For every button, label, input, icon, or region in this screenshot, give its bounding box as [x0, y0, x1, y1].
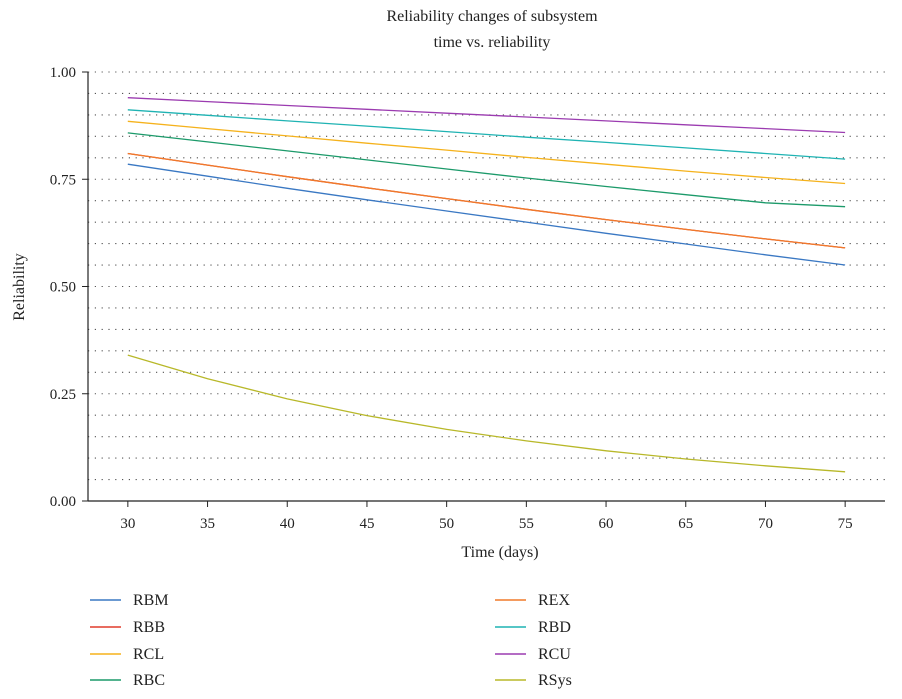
series-lines [127, 97, 846, 473]
chart-title: Reliability changes of subsystem [386, 8, 598, 25]
axes [87, 72, 885, 502]
x-axis-label: Time (days) [461, 544, 538, 561]
x-tick-label: 55 [519, 516, 534, 532]
y-tick-label: 0.50 [50, 280, 76, 296]
y-tick-label: 1.00 [50, 65, 76, 81]
legend: RBM RBB RCL RBC REX RBD RCU RSys [90, 592, 572, 689]
y-tick-label: 0.25 [50, 387, 76, 403]
y-tick-label: 0.00 [50, 494, 76, 510]
series-line-rex [127, 152, 846, 249]
tick-labels: 30 35 40 45 50 55 60 65 70 75 0.00 0.25 0.50 0.75 1.00 [50, 65, 853, 532]
x-tick-label: 30 [120, 516, 135, 532]
x-tick-label: 35 [200, 516, 215, 532]
series-line-rbm [127, 163, 846, 266]
legend-label-rbd: RBD [538, 619, 571, 636]
grid [88, 71, 885, 481]
x-tick-label: 70 [758, 516, 773, 532]
legend-label-rbm: RBM [133, 592, 169, 609]
series-line-rbd [127, 109, 846, 160]
x-tick-label: 60 [599, 516, 614, 532]
chart-subtitle: time vs. reliability [434, 34, 551, 51]
legend-label-rsys: RSys [538, 672, 572, 689]
legend-label-rcu: RCU [538, 646, 571, 663]
x-tick-label: 50 [439, 516, 454, 532]
legend-label-rex: REX [538, 592, 570, 609]
series-line-rbc [127, 132, 846, 208]
legend-label-rbc: RBC [133, 672, 165, 689]
legend-label-rcl: RCL [133, 646, 164, 663]
series-line-rcl [127, 120, 846, 185]
x-tick-label: 45 [359, 516, 374, 532]
x-tick-label: 75 [838, 516, 853, 532]
x-tick-label: 40 [280, 516, 295, 532]
y-axis-label: Reliability [11, 253, 28, 321]
x-tick-label: 65 [678, 516, 693, 532]
legend-label-rbb: RBB [133, 619, 165, 636]
series-line-rbb [127, 152, 846, 249]
y-tick-label: 0.75 [50, 172, 76, 188]
series-line-rcu [127, 97, 846, 134]
series-line-rsys [127, 354, 846, 473]
